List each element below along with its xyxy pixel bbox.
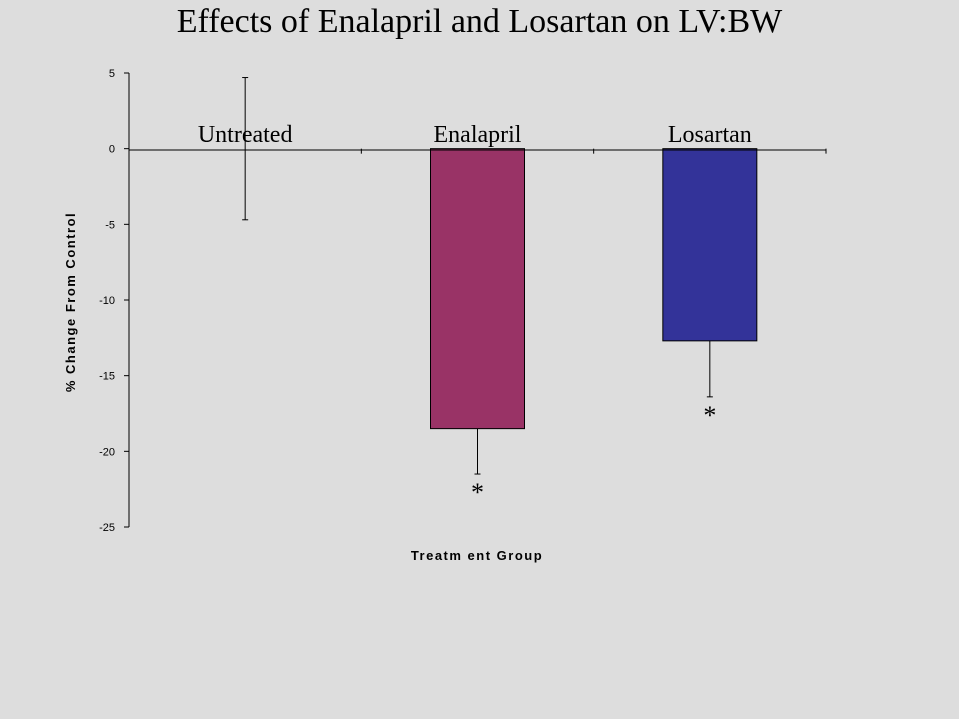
y-ticks-layer: 5 0 -5 -10 -15 -20 -25 (99, 68, 129, 534)
category-label-enalapril: Enalapril (434, 122, 522, 148)
y-tick-label: 0 (109, 144, 115, 156)
y-tick-label: -10 (99, 295, 115, 307)
chart-title: Effects of Enalapril and Losartan on LV:… (176, 3, 783, 40)
significance-marker: * (703, 401, 716, 430)
x-ticks-layer (360, 148, 827, 154)
y-tick-label: -5 (105, 219, 115, 231)
category-label-untreated: Untreated (198, 122, 293, 148)
y-tick-label: -15 (99, 371, 115, 383)
bars-layer (430, 148, 758, 430)
bar-enalapril (430, 148, 525, 430)
x-axis-title: Treatm ent Group (411, 548, 543, 563)
significance-marker: * (471, 478, 484, 507)
bar-losartan (662, 148, 758, 342)
y-axis-title: % Change From Control (63, 212, 78, 392)
annotations-layer: ** (471, 401, 716, 507)
category-label-losartan: Losartan (668, 122, 752, 148)
y-tick-label: -20 (99, 446, 115, 458)
y-tick-label: 5 (109, 68, 115, 80)
error-bars-layer (242, 77, 713, 475)
category-labels-layer: Untreated Enalapril Losartan (198, 122, 752, 148)
y-tick-label: -25 (99, 522, 115, 534)
